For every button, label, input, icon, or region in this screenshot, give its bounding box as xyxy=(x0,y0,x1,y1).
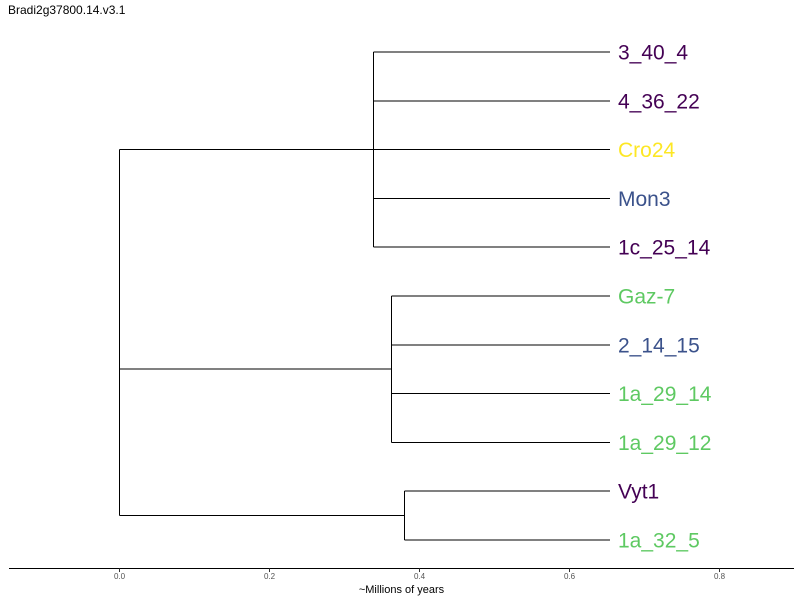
x-axis-tick-label: 0.4 xyxy=(414,572,426,581)
x-axis-ticks: 0.0 0.2 0.4 0.6 0.8 xyxy=(114,568,726,581)
leaf-label-cro24: Cro24 xyxy=(618,139,676,162)
leaf-label-1a_32_5: 1a_32_5 xyxy=(618,530,700,553)
x-axis-tick-label: 0.2 xyxy=(264,572,276,581)
leaf-label-4_36_22: 4_36_22 xyxy=(618,90,700,113)
x-axis-title: ~Millions of years xyxy=(359,584,445,596)
tree-branches xyxy=(119,51,610,541)
leaf-label-3_40_4: 3_40_4 xyxy=(618,42,688,65)
leaf-label-gaz-7: Gaz-7 xyxy=(618,286,675,309)
x-axis-tick-label: 0.8 xyxy=(714,572,726,581)
leaf-label-2_14_15: 2_14_15 xyxy=(618,334,700,357)
x-axis-tick-label: 0.0 xyxy=(114,572,126,581)
leaf-label-1c_25_14: 1c_25_14 xyxy=(618,237,711,260)
x-axis-tick-label: 0.6 xyxy=(564,572,576,581)
leaf-label-vyt1: Vyt1 xyxy=(618,481,659,504)
leaf-labels: 3_40_4 4_36_22 Cro24 Mon3 1c_25_14 Gaz-7 2_14_… xyxy=(618,42,712,553)
tree-title: Bradi2g37800.14.v3.1 xyxy=(8,3,126,17)
leaf-label-1a_29_14: 1a_29_14 xyxy=(618,383,712,406)
leaf-label-mon3: Mon3 xyxy=(618,188,671,211)
x-axis: 0.0 0.2 0.4 0.6 0.8 ~Millions of years xyxy=(9,568,794,596)
leaf-label-1a_29_12: 1a_29_12 xyxy=(618,432,711,455)
